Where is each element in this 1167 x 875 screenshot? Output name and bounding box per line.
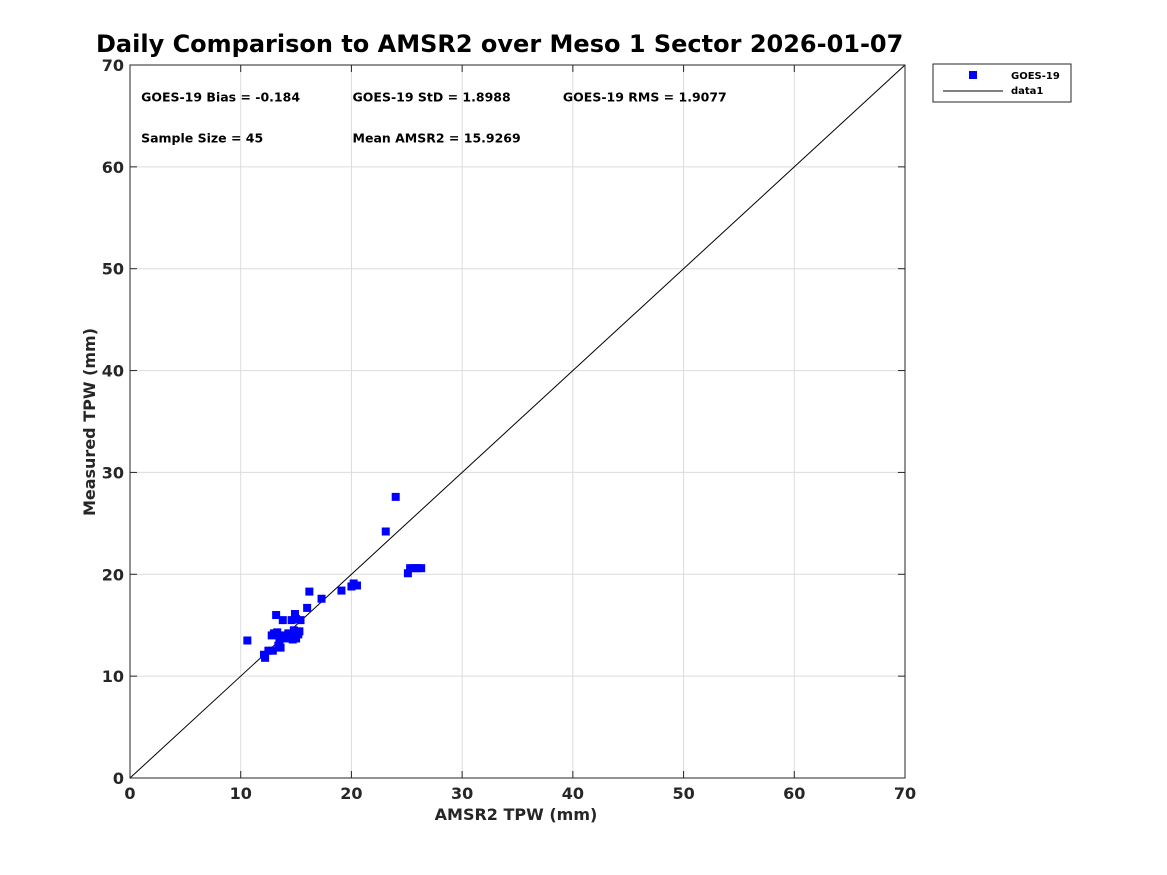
y-tick-label: 10	[102, 667, 124, 686]
x-tick-label: 60	[783, 784, 805, 803]
legend-box	[932, 63, 1072, 103]
y-tick-label: 60	[102, 158, 124, 177]
scatter-point	[276, 643, 285, 652]
x-axis-label: AMSR2 TPW (mm)	[435, 805, 598, 824]
tick-labels: 0 10 20 30 40 50 60 70 0 10 20 30 40 50 60 70	[102, 56, 916, 803]
legend: GOES-19 data1	[932, 63, 1072, 103]
y-tick-label: 70	[102, 56, 124, 75]
points-layer	[243, 492, 426, 662]
scatter-point	[352, 581, 361, 590]
y-tick-label: 40	[102, 362, 124, 381]
y-tick-label: 0	[113, 769, 124, 788]
x-tick-label: 50	[672, 784, 694, 803]
scatter-point	[296, 616, 305, 625]
scatter-point	[287, 616, 296, 625]
scatter-point	[243, 636, 252, 645]
legend-label-goes19: GOES-19	[1011, 71, 1060, 82]
grid	[129, 64, 906, 779]
scatter-point	[292, 634, 301, 643]
scatter-point	[261, 653, 270, 662]
one-to-one-line	[129, 64, 906, 779]
scatter-point	[337, 586, 346, 595]
scatter-point	[272, 611, 281, 620]
legend-marker-goes19	[969, 71, 977, 79]
scatter-point	[292, 615, 301, 624]
stat-annotations: GOES-19 Bias = -0.184 GOES-19 StD = 1.898…	[141, 90, 727, 146]
legend-label-data1: data1	[1011, 86, 1043, 97]
scatter-point	[271, 630, 280, 639]
scatter-point	[278, 616, 287, 625]
plot-frame	[129, 64, 906, 779]
stat-annotation: GOES-19 StD = 1.8988	[353, 90, 511, 105]
y-tick-label: 30	[102, 463, 124, 482]
x-tick-label: 30	[451, 784, 473, 803]
scatter-point	[295, 627, 304, 636]
scatter-point	[409, 564, 418, 573]
scatter-point	[264, 646, 273, 655]
stat-annotation: GOES-19 RMS = 1.9077	[563, 90, 727, 105]
scatter-point	[268, 646, 277, 655]
stat-annotation: Mean AMSR2 = 15.9269	[353, 130, 521, 145]
scatter-point	[317, 594, 326, 603]
scatter-point	[403, 569, 412, 578]
y-tick-label: 20	[102, 565, 124, 584]
stat-annotation: GOES-19 Bias = -0.184	[141, 90, 300, 105]
scatter-point	[381, 527, 390, 536]
x-tick-label: 70	[894, 784, 916, 803]
chart-title: Daily Comparison to AMSR2 over Meso 1 Se…	[96, 30, 903, 58]
y-axis-label: Measured TPW (mm)	[80, 328, 99, 516]
x-tick-label: 40	[562, 784, 584, 803]
scatter-point	[290, 610, 299, 619]
stat-annotation: Sample Size = 45	[141, 130, 263, 145]
scatter-point	[283, 632, 292, 641]
x-tick-label: 10	[230, 784, 252, 803]
scatter-point	[303, 603, 312, 612]
scatter-point	[305, 587, 314, 596]
x-tick-label: 20	[340, 784, 362, 803]
diagonal-layer	[129, 64, 906, 779]
y-tick-label: 50	[102, 260, 124, 279]
scatter-point	[417, 564, 426, 573]
x-tick-label: 0	[124, 784, 135, 803]
scatter-point	[391, 492, 400, 501]
